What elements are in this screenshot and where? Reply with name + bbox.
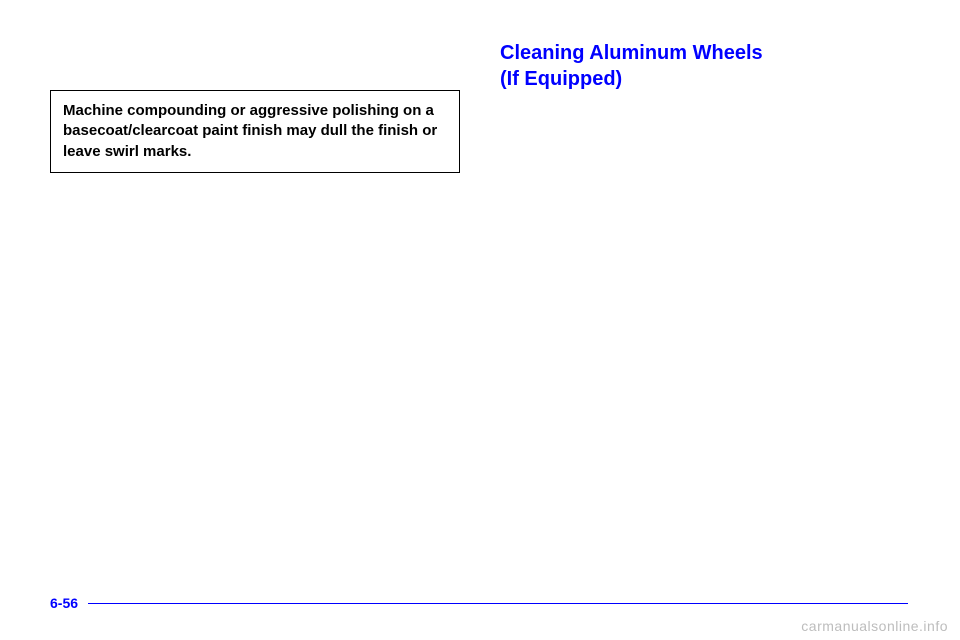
section-heading: Cleaning Aluminum Wheels (If Equipped) bbox=[500, 40, 910, 92]
footer-rule bbox=[88, 603, 908, 604]
left-column: Machine compounding or aggressive polish… bbox=[50, 40, 460, 173]
watermark-text: carmanualsonline.info bbox=[801, 618, 948, 634]
heading-line-1: Cleaning Aluminum Wheels bbox=[500, 42, 763, 64]
right-column: Cleaning Aluminum Wheels (If Equipped) bbox=[500, 40, 910, 173]
two-column-layout: Machine compounding or aggressive polish… bbox=[50, 40, 910, 173]
heading-line-2: (If Equipped) bbox=[500, 68, 622, 90]
notice-text: Machine compounding or aggressive polish… bbox=[63, 102, 437, 160]
page-number: 6-56 bbox=[50, 595, 78, 611]
page-footer: 6-56 bbox=[50, 594, 910, 612]
manual-page: Machine compounding or aggressive polish… bbox=[0, 0, 960, 640]
notice-box: Machine compounding or aggressive polish… bbox=[50, 90, 460, 173]
